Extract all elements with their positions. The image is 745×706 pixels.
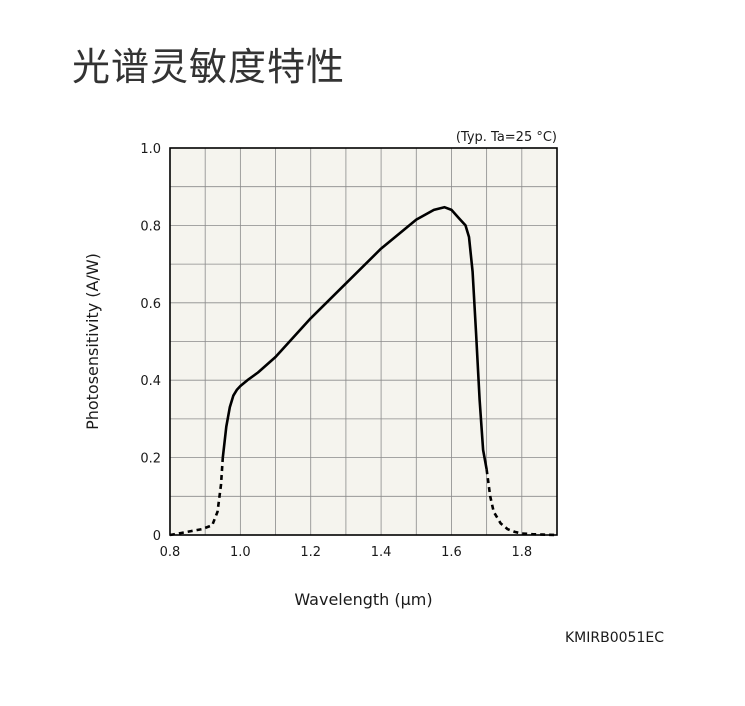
product-code: KMIRB0051EC: [565, 630, 664, 646]
y-tick-label: 0.6: [140, 297, 161, 312]
x-tick-label: 1.0: [230, 545, 251, 560]
y-axis-label: Photosensitivity (A/W): [83, 253, 102, 430]
y-tick-labels: 0 0.2 0.4 0.6 0.8 1.0: [140, 142, 161, 544]
curve-segment-dashed: [169, 457, 225, 537]
page-title: 光谱灵敏度特性: [72, 45, 346, 89]
chart-grid: [170, 148, 557, 535]
x-tick-label: 1.2: [300, 545, 321, 560]
x-tick-label: 1.6: [441, 545, 462, 560]
x-tick-label: 1.8: [511, 545, 532, 560]
y-tick-label: 0.4: [140, 374, 161, 389]
chart-curves: [169, 205, 558, 537]
measurement-condition: (Typ. Ta=25 °C): [456, 130, 557, 145]
y-tick-label: 0.8: [140, 219, 161, 234]
x-tick-label: 0.8: [160, 545, 181, 560]
x-tick-label: 1.4: [371, 545, 392, 560]
curve-segment-solid: [221, 205, 488, 470]
y-tick-label: 0: [153, 529, 161, 544]
y-tick-label: 0.2: [140, 452, 161, 467]
x-tick-labels: 0.8 1.0 1.2 1.4 1.6 1.8: [160, 545, 533, 560]
plot-frame: [169, 147, 558, 536]
x-axis-label: Wavelength (μm): [294, 590, 432, 609]
y-tick-label: 1.0: [140, 142, 161, 157]
